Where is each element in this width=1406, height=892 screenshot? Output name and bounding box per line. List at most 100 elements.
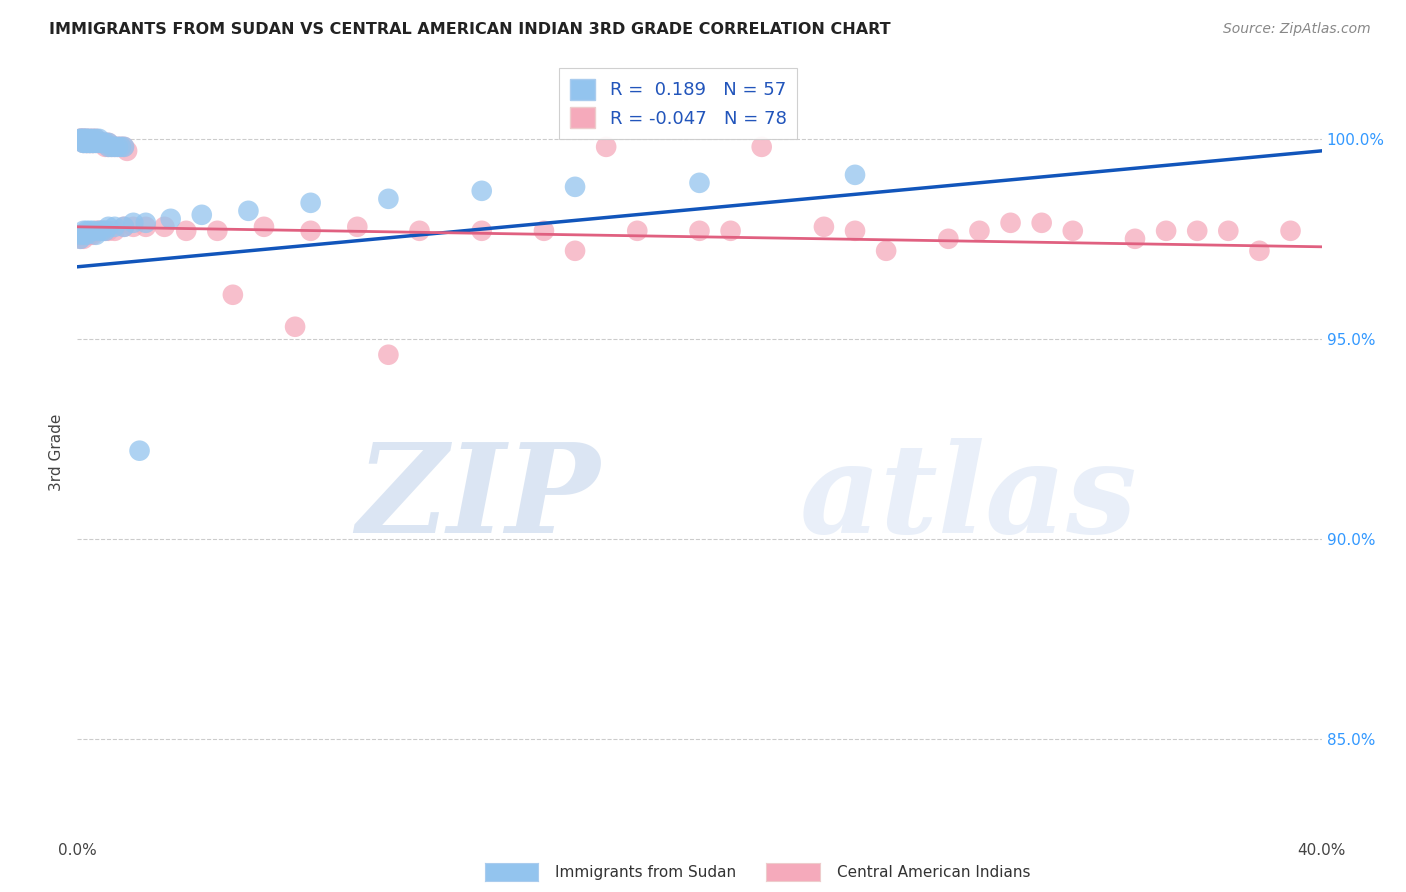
Point — [595, 140, 617, 154]
Point — [79, 136, 101, 150]
Point — [72, 136, 94, 150]
Point — [84, 136, 107, 150]
Point — [135, 219, 157, 234]
Point — [936, 232, 959, 246]
Point — [97, 224, 120, 238]
Point — [104, 219, 127, 234]
Point — [969, 224, 991, 238]
Text: IMMIGRANTS FROM SUDAN VS CENTRAL AMERICAN INDIAN 3RD GRADE CORRELATION CHART: IMMIGRANTS FROM SUDAN VS CENTRAL AMERICA… — [49, 22, 891, 37]
Point — [87, 224, 110, 238]
Point — [471, 224, 494, 238]
Point — [76, 132, 98, 146]
Point — [84, 132, 107, 146]
Text: Source: ZipAtlas.com: Source: ZipAtlas.com — [1223, 22, 1371, 37]
Legend: R =  0.189   N = 57, R = -0.047   N = 78: R = 0.189 N = 57, R = -0.047 N = 78 — [560, 68, 797, 139]
Point — [69, 132, 91, 146]
Point — [84, 136, 107, 150]
Point — [76, 136, 98, 150]
Point — [72, 132, 94, 146]
Point — [87, 136, 110, 150]
Point — [626, 224, 648, 238]
Point — [1249, 244, 1271, 258]
Point — [91, 136, 114, 150]
Point — [94, 224, 117, 238]
Text: atlas: atlas — [799, 438, 1136, 560]
Point — [112, 219, 135, 234]
Point — [689, 224, 711, 238]
Point — [72, 132, 94, 146]
Point — [377, 192, 399, 206]
Point — [122, 219, 145, 234]
Point — [72, 227, 94, 242]
Point — [190, 208, 214, 222]
Point — [79, 136, 101, 150]
Point — [689, 176, 711, 190]
Point — [222, 287, 245, 301]
Point — [69, 132, 91, 146]
Point — [76, 136, 98, 150]
Text: Central American Indians: Central American Indians — [837, 865, 1031, 880]
Point — [76, 136, 98, 150]
Y-axis label: 3rd Grade: 3rd Grade — [49, 414, 65, 491]
Point — [84, 227, 107, 242]
Point — [751, 140, 773, 154]
Point — [76, 227, 98, 242]
Point — [82, 136, 104, 150]
Point — [1185, 224, 1208, 238]
Point — [104, 140, 127, 154]
Point — [76, 136, 98, 150]
Point — [97, 136, 120, 150]
Point — [128, 443, 150, 458]
Point — [79, 227, 101, 242]
Point — [76, 227, 98, 242]
Point — [159, 211, 181, 226]
Point — [1062, 224, 1084, 238]
Point — [564, 244, 586, 258]
Point — [91, 136, 114, 150]
Point — [82, 224, 104, 238]
Point — [1000, 216, 1022, 230]
Point — [174, 224, 197, 238]
Point — [284, 319, 307, 334]
Point — [115, 144, 138, 158]
Point — [94, 136, 117, 150]
Point — [72, 132, 94, 146]
Text: Immigrants from Sudan: Immigrants from Sudan — [555, 865, 737, 880]
Point — [112, 219, 135, 234]
Point — [377, 348, 399, 362]
Point — [253, 219, 276, 234]
Point — [82, 136, 104, 150]
Point — [91, 136, 114, 150]
Point — [97, 140, 120, 154]
Point — [875, 244, 897, 258]
Point — [72, 224, 94, 238]
Point — [112, 140, 135, 154]
Point — [91, 136, 114, 150]
Point — [91, 224, 114, 238]
Point — [104, 224, 127, 238]
Point — [69, 227, 91, 242]
Point — [72, 227, 94, 242]
Point — [69, 227, 91, 242]
Point — [97, 140, 120, 154]
Point — [94, 224, 117, 238]
Point — [72, 232, 94, 246]
Point — [79, 224, 101, 238]
Point — [533, 224, 555, 238]
Point — [238, 203, 260, 218]
Point — [76, 132, 98, 146]
Point — [82, 136, 104, 150]
Point — [122, 216, 145, 230]
Point — [87, 136, 110, 150]
Point — [100, 140, 122, 154]
Point — [107, 140, 129, 154]
Point — [471, 184, 494, 198]
Point — [87, 132, 110, 146]
Point — [110, 140, 132, 154]
Point — [94, 136, 117, 150]
Point — [82, 132, 104, 146]
Point — [72, 132, 94, 146]
Point — [100, 140, 122, 154]
Point — [76, 224, 98, 238]
Point — [135, 216, 157, 230]
